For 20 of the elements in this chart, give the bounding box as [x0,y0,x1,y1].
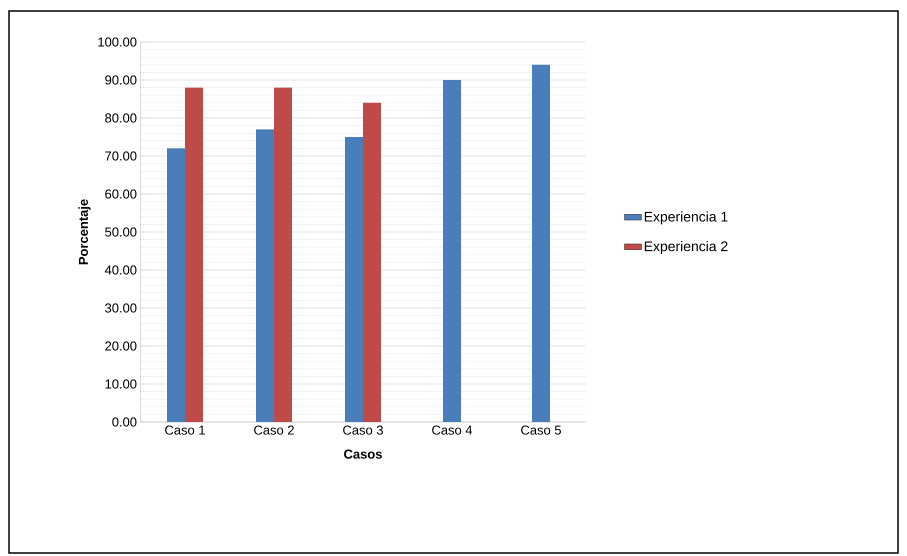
y-tick-label: 20.00 [105,341,136,351]
y-tick-label: 90.00 [105,75,136,85]
y-axis-title: Porcentaje [78,199,91,264]
x-tick-label: Caso 5 [521,426,561,435]
x-tick-label: Caso 2 [254,426,294,435]
x-tick-label: Caso 3 [343,426,383,435]
x-tick-label: Caso 4 [432,426,472,435]
y-tick-label: 10.00 [106,379,136,389]
y-tick-label: 50.00 [105,227,136,237]
y-tick-label: 70.00 [105,151,136,161]
x-axis-title: Casos [344,450,382,459]
y-tick-label: 0.00 [112,417,136,427]
y-tick-label: 100.00 [98,37,136,47]
y-tick-label: 80.00 [105,113,136,123]
y-tick-label: 30.00 [105,303,136,313]
x-tick-label: Caso 1 [165,426,205,435]
y-tick-label: 40.00 [104,265,136,275]
legend-label: Experiencia 1 [644,211,728,224]
y-tick-label: 60.00 [105,189,136,199]
legend-label: Experiencia 2 [644,240,728,254]
